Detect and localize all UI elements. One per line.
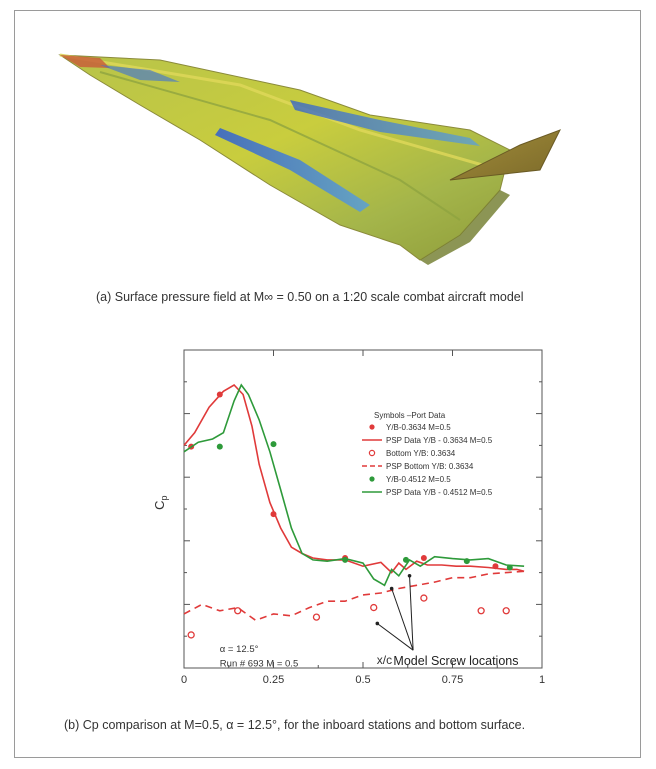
plot-frame — [183, 349, 543, 669]
series-line-3 — [183, 570, 525, 622]
cp-comparison-chart: 0 0.25 0.5 0.75 1 x/c Cp α = 12.5° Run # 693 M … — [152, 349, 545, 686]
data-point-2 — [312, 613, 321, 621]
data-point-2 — [234, 607, 242, 615]
legend-swatch-2 — [368, 449, 376, 457]
legend-swatch-0 — [369, 424, 375, 430]
legend-label-0: Y/B-0.3634 M=0.5 — [386, 423, 451, 432]
legend-label-5: PSP Data Y/B - 0.4512 M=0.5 — [386, 488, 493, 497]
annotation-screws: Model Screw locations — [393, 654, 518, 668]
data-point-2 — [502, 607, 510, 615]
data-point-2 — [370, 603, 378, 612]
screw-arrowhead-2 — [407, 573, 412, 578]
data-point-2 — [420, 594, 428, 602]
y-axis-label: Cp — [152, 495, 169, 509]
figure-b-caption: (b) Cp comparison at M=0.5, α = 12.5°, f… — [64, 718, 526, 732]
x-axis-label: x/c — [377, 653, 392, 667]
x-tick-label: 0.5 — [355, 674, 370, 686]
legend-swatch-4 — [369, 476, 375, 482]
data-point-4 — [402, 556, 409, 563]
data-point-2 — [187, 631, 195, 639]
screw-arrow-2 — [409, 575, 414, 651]
legend-label-3: PSP Bottom Y/B: 0.3634 — [386, 462, 474, 471]
screw-arrow-1 — [391, 588, 414, 651]
x-tick-label: 0.75 — [442, 674, 463, 686]
annotation-alpha: α = 12.5° — [220, 644, 259, 655]
data-point-4 — [270, 441, 277, 448]
figure-a-caption: (a) Surface pressure field at M∞ = 0.50 … — [96, 290, 524, 304]
screw-arrowhead-0 — [375, 621, 380, 626]
x-tick-label: 0 — [181, 674, 187, 686]
x-tick-label: 1 — [539, 674, 545, 686]
annotation-run: Run # 693 M = 0.5 — [220, 659, 298, 670]
legend-label-4: Y/B-0.4512 M=0.5 — [386, 475, 451, 484]
series-line-1 — [183, 383, 525, 574]
screw-arrowhead-1 — [389, 586, 394, 591]
data-point-0 — [420, 554, 427, 561]
screw-arrow-0 — [377, 623, 414, 651]
series-line-5 — [183, 383, 525, 587]
legend-title: Symbols –Port Data — [374, 411, 446, 420]
aircraft-model-image — [58, 53, 562, 265]
legend-label-2: Bottom Y/B: 0.3634 — [386, 449, 456, 458]
x-tick-label: 0.25 — [263, 674, 284, 686]
data-point-4 — [216, 443, 223, 450]
data-point-2 — [477, 607, 485, 615]
legend-label-1: PSP Data Y/B - 0.3634 M=0.5 — [386, 436, 493, 445]
